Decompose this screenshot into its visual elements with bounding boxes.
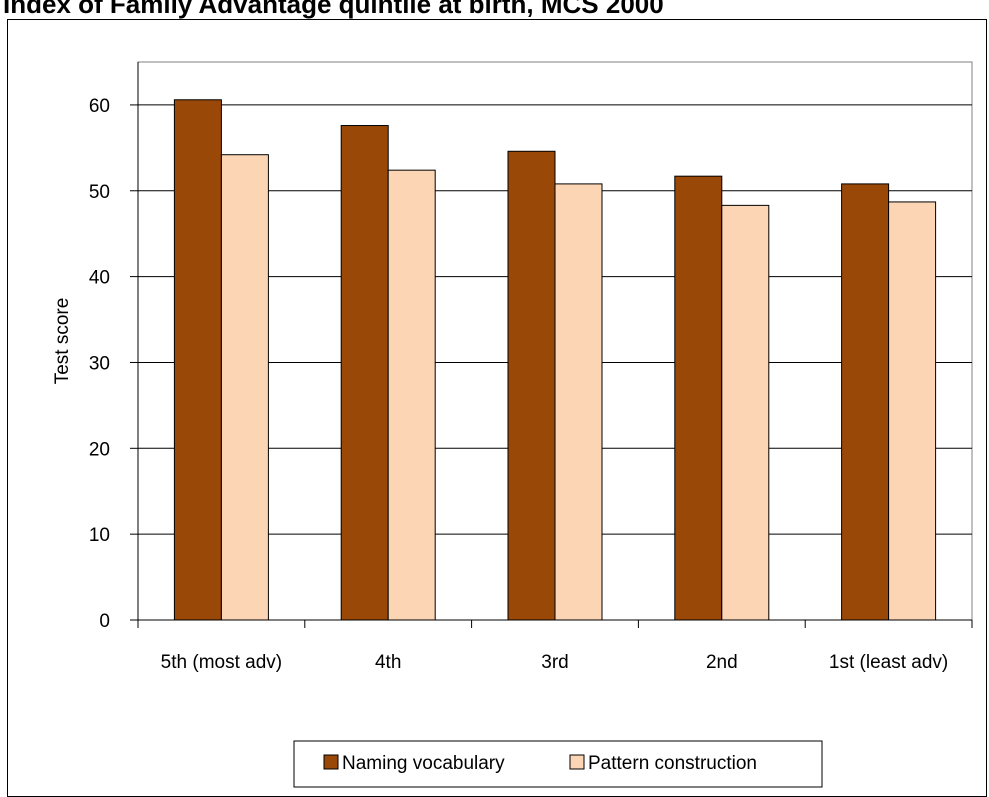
legend-swatch-pattern-construction bbox=[569, 754, 585, 770]
bar-pattern-construction bbox=[888, 201, 937, 621]
y-tick-label: 20 bbox=[89, 439, 110, 460]
legend-label-pattern-construction: Pattern construction bbox=[588, 753, 757, 774]
x-category-labels: 5th (most adv) 4th 3rd 2nd 1st (least adv) bbox=[161, 652, 949, 673]
y-tick-label: 60 bbox=[89, 96, 110, 117]
bar-naming-vocabulary bbox=[841, 183, 890, 621]
bars bbox=[173, 99, 937, 621]
x-category-label: 2nd bbox=[706, 652, 738, 673]
bar-pattern-construction bbox=[554, 183, 603, 621]
legend: Naming vocabulary Pattern construction bbox=[293, 740, 823, 788]
bar-naming-vocabulary bbox=[674, 175, 723, 621]
bar-naming-vocabulary bbox=[173, 99, 222, 621]
y-axis-title: Test score bbox=[52, 298, 73, 385]
bar-pattern-construction bbox=[721, 204, 770, 621]
legend-box bbox=[293, 740, 823, 788]
y-tick-label: 40 bbox=[89, 268, 110, 289]
x-category-label: 4th bbox=[375, 652, 401, 673]
bar-naming-vocabulary bbox=[507, 150, 556, 621]
y-tick-label: 50 bbox=[89, 182, 110, 203]
y-tick-labels: 0 10 20 30 40 50 60 bbox=[89, 96, 110, 632]
y-tick-label: 0 bbox=[99, 611, 110, 632]
bar-naming-vocabulary bbox=[340, 125, 389, 621]
bar-pattern-construction bbox=[220, 154, 269, 621]
x-category-label: 1st (least adv) bbox=[829, 652, 948, 673]
chart-title: Index of Family Advantage quintile at bi… bbox=[3, 0, 664, 19]
x-category-label: 3rd bbox=[541, 652, 568, 673]
legend-label-naming-vocabulary: Naming vocabulary bbox=[342, 753, 505, 774]
y-tick-label: 10 bbox=[89, 525, 110, 546]
legend-swatch-naming-vocabulary bbox=[323, 754, 339, 770]
y-tick-label: 30 bbox=[89, 353, 110, 374]
axes bbox=[130, 62, 973, 628]
bar-pattern-construction bbox=[387, 169, 436, 621]
x-category-label: 5th (most adv) bbox=[161, 652, 282, 673]
